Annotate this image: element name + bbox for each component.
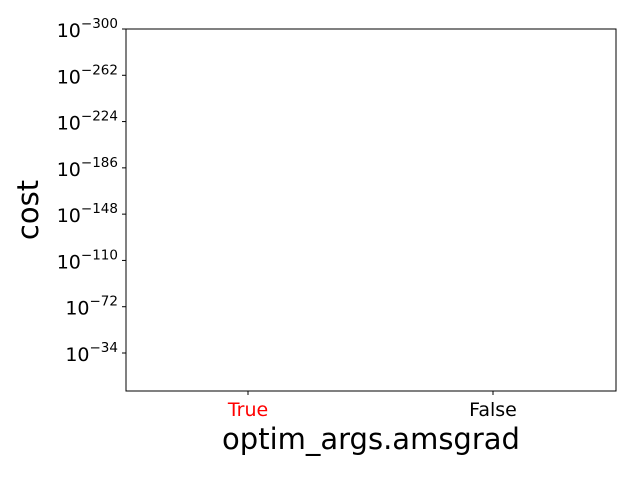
y-tick-label: 10−224 xyxy=(57,109,118,135)
y-axis-title: cost xyxy=(11,180,45,240)
y-tick-label: 10−34 xyxy=(65,340,118,366)
x-axis-title: optim_args.amsgrad xyxy=(222,422,520,456)
y-axis-ticks: 10−300 10−262 10−224 10−186 10−148 10−110 10−7… xyxy=(57,16,126,366)
y-tick-label: 10−186 xyxy=(57,155,118,181)
x-tick-label-true: True xyxy=(227,399,268,421)
y-tick-label: 10−262 xyxy=(57,62,118,88)
x-axis-ticks: True False xyxy=(227,391,517,421)
y-tick-label: 10−300 xyxy=(57,16,118,42)
y-tick-label: 10−148 xyxy=(57,201,118,227)
y-tick-label: 10−110 xyxy=(57,247,118,273)
x-tick-label-false: False xyxy=(469,399,517,421)
plot-area xyxy=(125,28,617,392)
y-tick-label: 10−72 xyxy=(65,294,118,320)
